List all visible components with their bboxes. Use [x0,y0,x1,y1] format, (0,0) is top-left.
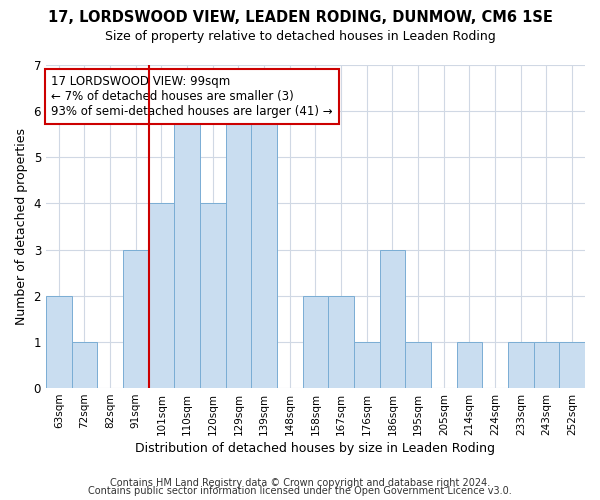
Bar [406,342,431,388]
X-axis label: Distribution of detached houses by size in Leaden Roding: Distribution of detached houses by size … [136,442,496,455]
Bar [226,111,251,388]
Y-axis label: Number of detached properties: Number of detached properties [15,128,28,325]
Bar [559,342,585,388]
Bar [251,111,277,388]
Bar [46,296,71,388]
Text: 17, LORDSWOOD VIEW, LEADEN RODING, DUNMOW, CM6 1SE: 17, LORDSWOOD VIEW, LEADEN RODING, DUNMO… [47,10,553,25]
Text: 17 LORDSWOOD VIEW: 99sqm
← 7% of detached houses are smaller (3)
93% of semi-det: 17 LORDSWOOD VIEW: 99sqm ← 7% of detache… [52,74,333,118]
Bar [174,111,200,388]
Bar [302,296,328,388]
Bar [508,342,533,388]
Bar [200,204,226,388]
Bar [457,342,482,388]
Bar [71,342,97,388]
Bar [380,250,406,388]
Bar [328,296,354,388]
Text: Contains HM Land Registry data © Crown copyright and database right 2024.: Contains HM Land Registry data © Crown c… [110,478,490,488]
Bar [354,342,380,388]
Text: Contains public sector information licensed under the Open Government Licence v3: Contains public sector information licen… [88,486,512,496]
Bar [123,250,149,388]
Bar [533,342,559,388]
Bar [149,204,174,388]
Text: Size of property relative to detached houses in Leaden Roding: Size of property relative to detached ho… [104,30,496,43]
